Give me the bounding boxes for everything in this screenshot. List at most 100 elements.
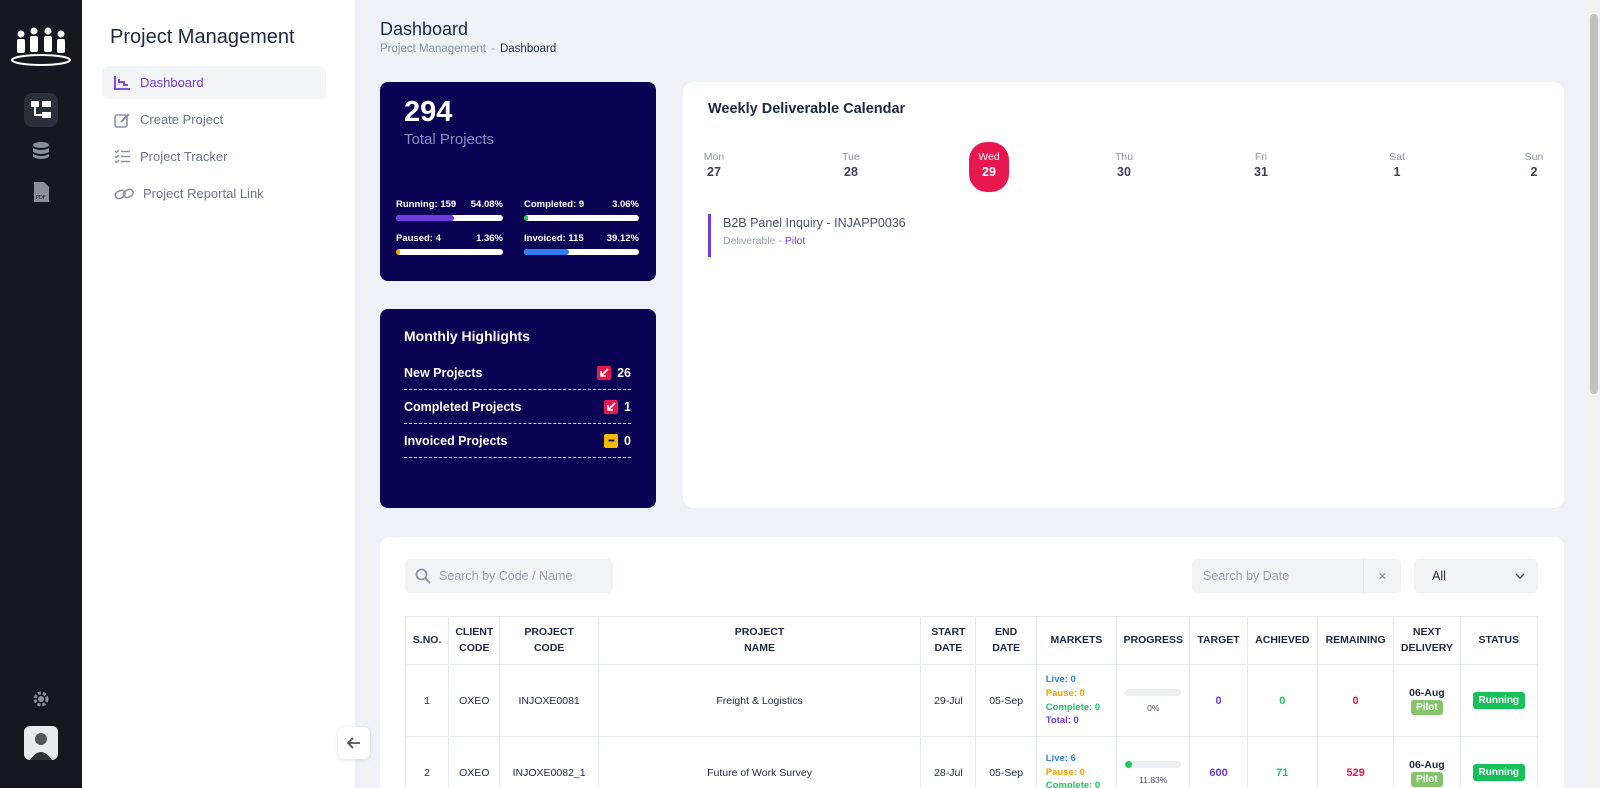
sidebar-item-dashboard[interactable]: Dashboard (102, 66, 326, 99)
cell-remaining: 0 (1316, 664, 1395, 737)
market-pause: Pause: 0 (1045, 687, 1085, 699)
col-markets[interactable]: MARKETS (1035, 616, 1118, 665)
stat-label: Completed: 9 (524, 199, 585, 210)
cell-progress: 0% (1116, 664, 1191, 737)
stat-fill (524, 215, 528, 221)
table-row[interactable]: 2 OXEO INJOXE0082_1 Future of Work Surve… (404, 736, 1539, 788)
col-progress[interactable]: PROGRESS (1116, 616, 1191, 665)
highlight-row-completed: Completed Projects 1 (404, 390, 631, 424)
cell-status: Running (1459, 664, 1539, 737)
progress-text: 0% (1147, 702, 1160, 713)
cell-code[interactable]: INJOXE0082_1 (499, 736, 599, 788)
cell-progress: 11.83% (1116, 736, 1191, 788)
stat-completed: Completed: 9 3.06% (524, 199, 639, 221)
cell-remaining: 529 (1316, 736, 1395, 788)
cell-target: 600 (1189, 736, 1248, 788)
sidebar-item-project-tracker[interactable]: Project Tracker (102, 140, 326, 173)
sidebar-item-label: Project Tracker (140, 149, 228, 164)
cell-markets: Live: 6 Pause: 0 Complete: 0 (1035, 736, 1118, 788)
market-complete: Complete: 0 (1045, 780, 1101, 788)
cell-end: 05-Sep (975, 736, 1037, 788)
sidebar-item-project-reportal-link[interactable]: Project Reportal Link (102, 177, 326, 210)
date-search-input[interactable] (1192, 559, 1364, 593)
edit-icon (114, 112, 130, 128)
calendar-title: Weekly Deliverable Calendar (708, 101, 906, 117)
status-filter-select[interactable]: All (1414, 559, 1538, 593)
status-badge[interactable]: Running (1472, 764, 1526, 781)
pdf-icon[interactable]: PDF (24, 175, 58, 209)
cell-achieved: 0 (1246, 664, 1318, 737)
day-date: 1 (1393, 165, 1401, 179)
table-row[interactable]: 1 OXEO INJOXE0081 Freight & Logistics 29… (404, 664, 1539, 737)
highlight-value: 26 (617, 365, 631, 380)
database-icon[interactable] (24, 134, 58, 168)
cell-client: OXEO (448, 736, 501, 788)
calendar-day[interactable]: Sun 2 (1514, 142, 1554, 179)
calendar-day[interactable]: Tue 28 (831, 142, 871, 179)
highlight-row-invoiced: Invoiced Projects 0 (404, 424, 631, 458)
sidebar-item-create-project[interactable]: Create Project (102, 103, 326, 136)
calendar-day[interactable]: Fri 31 (1241, 142, 1281, 179)
col-client-code[interactable]: CLIENT CODE (448, 616, 501, 665)
clear-date-button[interactable]: × (1378, 567, 1387, 585)
deliverable-type: Pilot (784, 235, 806, 247)
breadcrumb-parent[interactable]: Project Management (380, 43, 487, 55)
col-target[interactable]: TARGET (1189, 616, 1248, 665)
breadcrumb: Project Management - Dashboard (380, 43, 556, 55)
col-status[interactable]: STATUS (1459, 616, 1539, 665)
col-sno[interactable]: S.NO. (404, 616, 450, 665)
svg-text:PDF: PDF (36, 195, 46, 201)
sidebar-item-label: Dashboard (140, 75, 204, 90)
cell-target: 0 (1189, 664, 1248, 737)
stat-pct: 39.12% (606, 233, 639, 244)
sidebar-item-label: Create Project (140, 112, 224, 127)
table-header-row: S.NO. CLIENT CODE PROJECT CODE PROJECT N… (404, 616, 1539, 665)
page-scrollbar[interactable] (1588, 0, 1600, 788)
highlight-value: 1 (624, 399, 631, 414)
stat-invoiced: Invoiced: 115 39.12% (524, 233, 639, 255)
deliverable-item[interactable]: B2B Panel Inquiry - INJAPP0036 Deliverab… (708, 214, 906, 257)
progress-bar (1125, 760, 1182, 768)
sidebar: Project Management Dashboard Create Proj… (82, 0, 355, 788)
col-achieved[interactable]: ACHIEVED (1246, 616, 1318, 665)
cell-next-delivery: 06-Aug Pilot (1393, 664, 1461, 737)
cell-name[interactable]: Freight & Logistics (597, 664, 922, 737)
stat-running: Running: 159 54.08% (396, 199, 503, 221)
cell-start: 28-Jul (920, 736, 977, 788)
col-end-date[interactable]: END DATE (975, 616, 1037, 665)
logo-icon[interactable] (10, 24, 72, 66)
col-start-date[interactable]: START DATE (920, 616, 977, 665)
col-project-code[interactable]: PROJECT CODE (499, 616, 599, 665)
settings-icon[interactable] (24, 682, 58, 716)
next-delivery-date: 06-Aug (1409, 686, 1445, 699)
search-icon (415, 568, 431, 584)
col-project-name[interactable]: PROJECT NAME (597, 616, 922, 665)
cell-name[interactable]: Future of Work Survey (597, 736, 922, 788)
cell-code[interactable]: INJOXE0081 (499, 664, 599, 737)
collapse-sidebar-button[interactable] (338, 727, 370, 759)
sidebar-title: Project Management (110, 26, 295, 48)
scrollbar-thumb[interactable] (1590, 14, 1598, 394)
search-input[interactable] (439, 569, 609, 583)
day-date: 28 (844, 165, 858, 179)
stat-label: Invoiced: 115 (524, 233, 584, 244)
day-date: 30 (1117, 165, 1131, 179)
chevron-down-icon (1515, 573, 1525, 579)
hierarchy-icon[interactable] (24, 93, 58, 127)
market-complete: Complete: 0 (1045, 701, 1101, 713)
avatar[interactable] (24, 726, 58, 760)
col-next-delivery[interactable]: NEXT DELIVERY (1393, 616, 1461, 665)
col-remaining[interactable]: REMAINING (1316, 616, 1395, 665)
calendar-day[interactable]: Sat 1 (1377, 142, 1417, 179)
day-date: 27 (707, 165, 721, 179)
day-date: 29 (982, 165, 996, 179)
chart-icon (114, 76, 130, 90)
cell-sno: 2 (404, 736, 450, 788)
status-badge[interactable]: Running (1472, 692, 1526, 709)
calendar-day[interactable]: Thu 30 (1104, 142, 1144, 179)
cell-end: 05-Sep (975, 664, 1037, 737)
progress-text: 11.83% (1139, 774, 1168, 785)
cell-achieved: 71 (1246, 736, 1318, 788)
calendar-day[interactable]: Mon 27 (694, 142, 734, 179)
calendar-day-today[interactable]: Wed 29 (969, 142, 1009, 192)
